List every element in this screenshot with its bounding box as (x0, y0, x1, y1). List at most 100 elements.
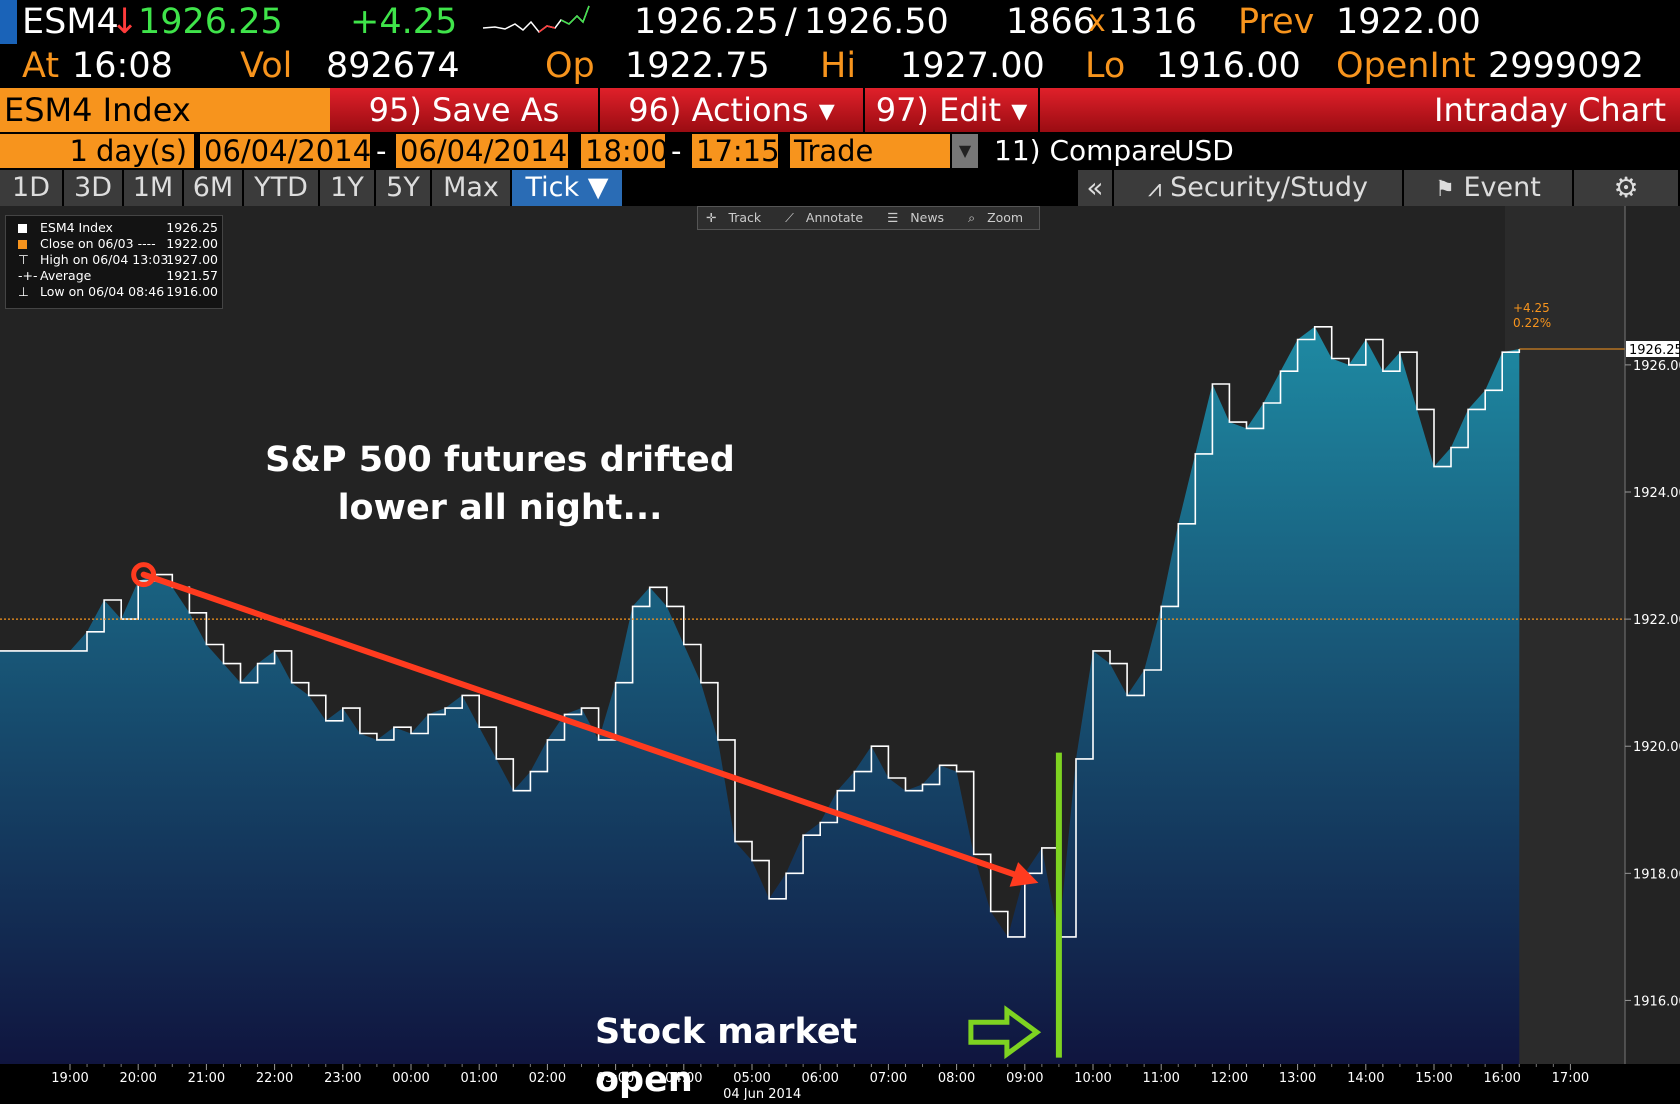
legend-label: ESM4 Index (40, 220, 113, 235)
high-marker-icon: ⊤ (18, 252, 29, 267)
at-label: At (22, 46, 60, 86)
chart-canvas[interactable]: 1916.00 1918.00 1920.00 1922.00 1924.00 1926.… (0, 206, 1680, 1100)
legend-row-security[interactable]: ESM4 Index 1926.25 (10, 220, 218, 236)
menu-bar: ESM4 Index 95) Save As 96) Actions ▾ 97)… (0, 88, 1680, 132)
days-unit[interactable]: day(s) (92, 134, 194, 168)
low-value: 1916.00 (1156, 46, 1301, 86)
tick-button[interactable]: Tick ▼ (512, 170, 624, 206)
y-tick-label: 1918.00 (1633, 867, 1680, 882)
range-ytd-button[interactable]: YTD (244, 170, 320, 206)
event-type-dropdown-icon[interactable]: ▼ (952, 134, 978, 168)
x-tick-label: 16:00 (1483, 1071, 1520, 1086)
range-1d-button[interactable]: 1D (0, 170, 64, 206)
legend-row-close[interactable]: Close on 06/03 ---- 1922.00 (10, 236, 218, 252)
open-value: 1922.75 (625, 46, 770, 86)
x-tick-label: 07:00 (870, 1071, 907, 1086)
edit-button[interactable]: 97) Edit ▾ (865, 88, 1040, 132)
x-tick-label: 17:00 (1552, 1071, 1589, 1086)
time-from-input[interactable]: 18:00 (581, 134, 669, 168)
ticker-marker (0, 0, 17, 44)
range-1m-button[interactable]: 1M (124, 170, 184, 206)
bid-ask-separator: / (785, 2, 797, 42)
chart-toolbar: ✛ Track ⟋ Annotate ☰ News ⌕ Zoom (697, 206, 1041, 230)
x-tick-label: 15:00 (1415, 1071, 1452, 1086)
y-tick-label: 1924.00 (1633, 486, 1680, 501)
x-tick-label: 04:00 (665, 1071, 702, 1086)
x-tick-label: 19:00 (51, 1071, 88, 1086)
date-to-input[interactable]: 06/04/2014 (396, 134, 568, 168)
currency-label[interactable]: USD (1174, 134, 1234, 167)
x-tick-label: 06:00 (801, 1071, 838, 1086)
white-square-icon (18, 224, 27, 233)
event-button[interactable]: ⚑ Event (1404, 170, 1574, 206)
legend-row-high[interactable]: ⊤ High on 06/04 13:03 1927.00 (10, 252, 218, 268)
ask-price: 1926.50 (804, 2, 949, 42)
legend-value: 1926.25 (166, 220, 218, 235)
range-1y-button[interactable]: 1Y (320, 170, 376, 206)
x-tick-label: 21:00 (188, 1071, 225, 1086)
news-tool[interactable]: ☰ News (879, 207, 960, 229)
drift-arrow-head-icon (1009, 862, 1039, 887)
range-bar: 1D 3D 1M 6M YTD 1Y 5Y Max Tick ▼ « ⩘ Sec… (0, 170, 1680, 206)
time-range-dash: - (671, 134, 682, 168)
quote-header: ESM4 ↓ 1926.25 +4.25 1926.25 / 1926.50 1… (0, 0, 1680, 88)
zoom-tool[interactable]: ⌕ Zoom (960, 207, 1039, 229)
legend-row-average[interactable]: -+- Average 1921.57 (10, 268, 218, 284)
open-label: Op (545, 46, 595, 86)
y-tick-label: 1926.00 (1633, 359, 1680, 374)
y-tick-label: 1920.00 (1633, 740, 1680, 755)
chart-study-icon: ⩘ (1147, 174, 1162, 202)
compare-button[interactable]: 11) Compare (994, 134, 1177, 167)
x-tick-label: 02:00 (529, 1071, 566, 1086)
x-tick-label: 08:00 (938, 1071, 975, 1086)
quote-time: 16:08 (72, 46, 173, 86)
y-tick-label: 1916.00 (1633, 994, 1680, 1009)
legend-row-low[interactable]: ⊥ Low on 06/04 08:46 1916.00 (10, 284, 218, 300)
news-label: News (910, 210, 945, 225)
range-max-button[interactable]: Max (432, 170, 512, 206)
actions-button[interactable]: 96) Actions ▾ (600, 88, 865, 132)
size-separator: x (1088, 4, 1106, 39)
legend-label: Close on 06/03 ---- (40, 236, 156, 251)
bid-price: 1926.25 (634, 2, 779, 42)
x-tick-label: 05:00 (733, 1071, 770, 1086)
chart-legend: ESM4 Index 1926.25 Close on 06/03 ---- 1… (5, 215, 223, 309)
x-tick-label: 09:00 (1006, 1071, 1043, 1086)
collapse-button[interactable]: « (1078, 170, 1114, 206)
range-5y-button[interactable]: 5Y (376, 170, 432, 206)
date-from-input[interactable]: 06/04/2014 (200, 134, 371, 168)
last-change-pct: 0.22% (1513, 316, 1552, 330)
price-area (0, 326, 1520, 1064)
security-study-button[interactable]: ⩘ Security/Study (1114, 170, 1404, 206)
last-change-value: +4.25 (1513, 301, 1550, 315)
net-change: +4.25 (350, 2, 458, 42)
intraday-chart[interactable]: 1916.00 1918.00 1920.00 1922.00 1924.00 1926.… (0, 206, 1680, 1100)
x-tick-label: 23:00 (324, 1071, 361, 1086)
days-input[interactable]: 1 (0, 134, 92, 168)
range-3d-button[interactable]: 3D (64, 170, 124, 206)
x-date-label: 04 Jun 2014 (723, 1087, 801, 1100)
track-tool[interactable]: ✛ Track (698, 207, 777, 229)
x-tick-label: 00:00 (392, 1071, 429, 1086)
openint-label: OpenInt (1336, 46, 1476, 86)
price-line (0, 326, 1521, 938)
date-range-dash: - (376, 134, 387, 168)
last-price: 1926.25 (138, 2, 283, 42)
range-6m-button[interactable]: 6M (184, 170, 244, 206)
orange-square-icon (18, 240, 27, 249)
time-to-input[interactable]: 17:15 (692, 134, 780, 168)
high-value: 1927.00 (900, 46, 1045, 86)
x-tick-label: 03:00 (597, 1071, 634, 1086)
drift-arrow-start-icon (131, 562, 157, 588)
security-tab[interactable]: ESM4 Index (0, 88, 330, 132)
gear-icon[interactable]: ⚙ (1574, 170, 1680, 206)
openint-value: 2999092 (1488, 46, 1644, 86)
drift-annotation: S&P 500 futures drifted lower all night.… (260, 436, 740, 532)
security-study-label: Security/Study (1170, 172, 1369, 203)
annotate-tool[interactable]: ⟋ Annotate (777, 207, 879, 229)
save-as-button[interactable]: 95) Save As (330, 88, 600, 132)
x-tick-label: 10:00 (1074, 1071, 1111, 1086)
ticker[interactable]: ESM4 (22, 2, 119, 42)
event-type-select[interactable]: Trade (790, 134, 950, 168)
flag-icon: ⚑ (1435, 177, 1455, 202)
